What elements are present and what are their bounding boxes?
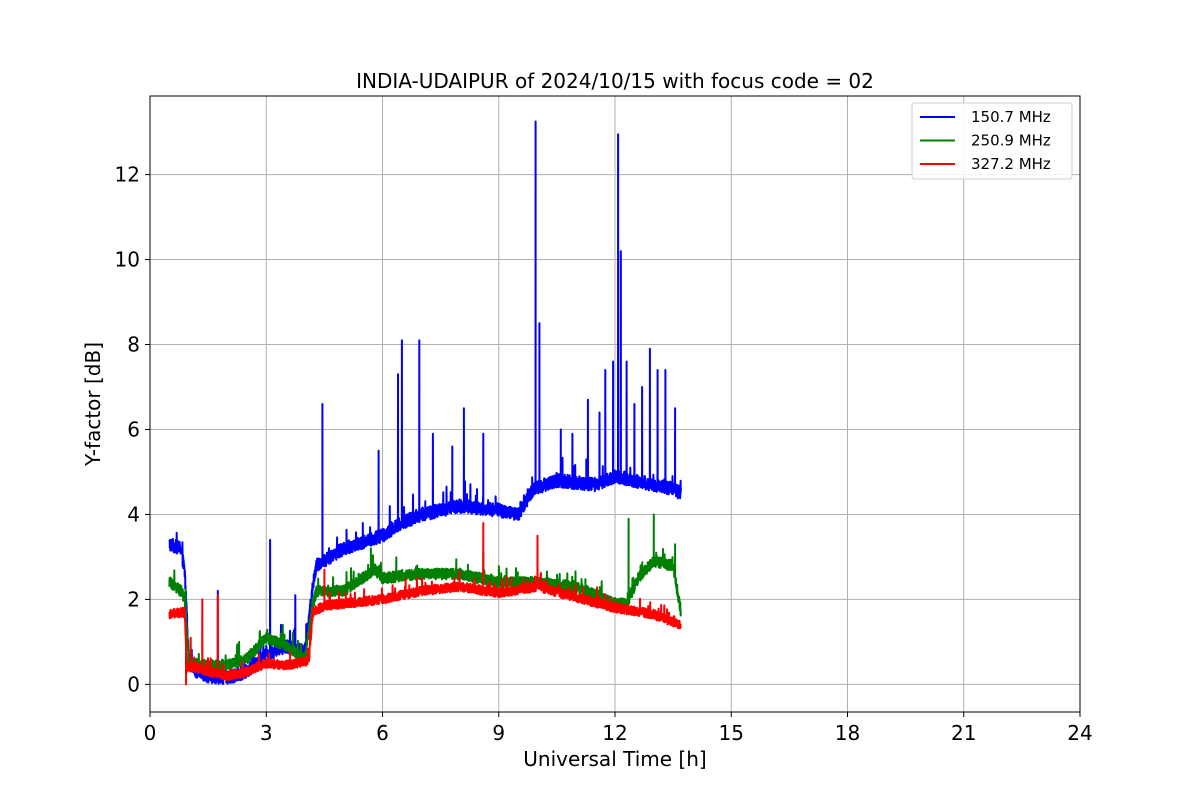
y-tick-label: 0 [127,672,140,696]
x-tick-label: 0 [144,721,157,745]
series-line [168,120,682,685]
y-tick-label: 12 [115,163,140,187]
legend: 150.7 MHz 250.9 MHz 327.2 MHz [911,102,1073,180]
x-tick-label: 9 [492,721,505,745]
x-tick-label: 18 [835,721,860,745]
legend-label: 150.7 MHz [971,108,1051,126]
series-line [168,522,682,686]
x-tick-label: 15 [719,721,744,745]
y-axis-label: Y-factor [dB] [81,342,105,467]
x-tick-label: 6 [376,721,389,745]
y-tick-label: 4 [127,502,140,526]
x-tick-label: 24 [1067,721,1092,745]
x-axis-label: Universal Time [h] [523,747,706,771]
legend-box [911,102,1073,180]
legend-label: 250.9 MHz [971,132,1051,150]
x-tick-label: 12 [602,721,627,745]
y-tick-label: 2 [127,587,140,611]
series-layer [168,120,682,686]
chart-title: INDIA-UDAIPUR of 2024/10/15 with focus c… [356,69,874,93]
x-tick-label: 3 [260,721,273,745]
y-tick-label: 6 [127,417,140,441]
x-tick-label: 21 [951,721,976,745]
legend-label: 327.2 MHz [971,155,1051,173]
y-tick-label: 10 [115,248,140,272]
y-tick-label: 8 [127,333,140,357]
